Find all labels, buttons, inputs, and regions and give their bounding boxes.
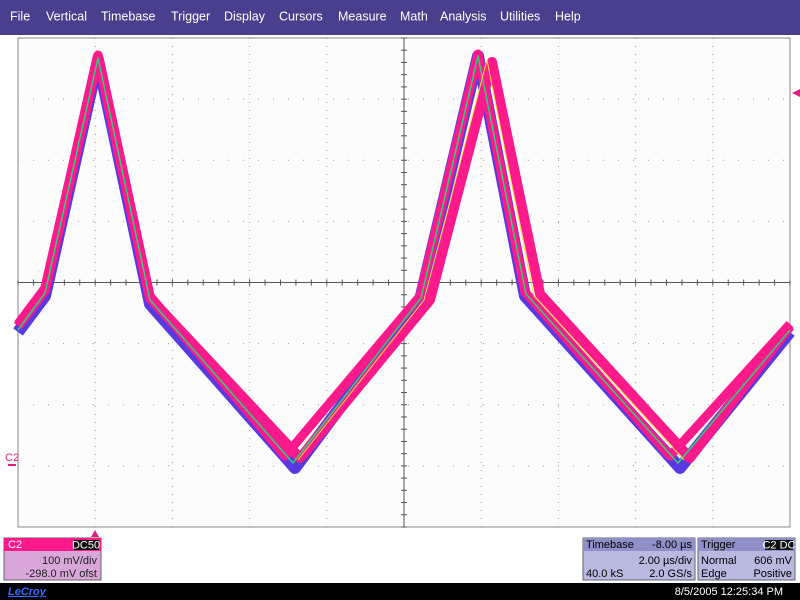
channel-offset: -298.0 mV ofst	[25, 568, 97, 580]
menu-item[interactable]: Display	[224, 9, 266, 23]
trigger-title: Trigger	[701, 539, 736, 551]
channel-box: C2 DC50 100 mV/div -298.0 mV ofst	[3, 537, 102, 581]
menu-item[interactable]: Measure	[338, 9, 387, 23]
channel-label: C2	[8, 539, 22, 551]
timestamp: 8/5/2005 12:25:34 PM	[675, 586, 783, 598]
menu-item[interactable]: Vertical	[46, 9, 87, 23]
timebase-title: Timebase	[586, 539, 634, 551]
waveforms	[13, 49, 795, 474]
menu-item[interactable]: Help	[555, 9, 581, 23]
menu-item[interactable]: Cursors	[279, 9, 323, 23]
timebase-delay: -8.00 µs	[652, 539, 692, 551]
trigger-position-marker	[91, 530, 99, 537]
menu-item[interactable]: Timebase	[101, 9, 155, 23]
trigger-level-marker	[792, 89, 800, 97]
menu-bar	[0, 0, 800, 35]
channel-coupling: DC50	[72, 539, 100, 551]
menu-item[interactable]: Trigger	[171, 9, 210, 23]
trigger-level: 606 mV	[754, 555, 793, 567]
trigger-mode: Normal	[701, 555, 736, 567]
brand-logo[interactable]: LeCroy	[8, 586, 47, 598]
ground-marker: C2	[5, 452, 19, 464]
trace-yellow	[297, 59, 685, 461]
trigger-box: Trigger C2 DC Normal 606 mV Edge Positiv…	[697, 537, 796, 581]
timebase-samples: 40.0 kS	[586, 568, 623, 580]
menu-item[interactable]: Analysis	[440, 9, 487, 23]
trigger-type: Edge	[701, 568, 727, 580]
menu-item[interactable]: Utilities	[500, 9, 540, 23]
timebase-scale: 2.00 µs/div	[639, 555, 693, 567]
timebase-rate: 2.0 GS/s	[649, 568, 692, 580]
status-bar	[0, 583, 800, 600]
menu-item[interactable]: Math	[400, 9, 428, 23]
trigger-slope: Positive	[753, 568, 792, 580]
trace-green	[17, 55, 791, 464]
trigger-source: C2 DC	[762, 539, 795, 551]
timebase-box: Timebase -8.00 µs 2.00 µs/div 40.0 kS 2.…	[582, 537, 696, 581]
menu-item[interactable]: File	[10, 9, 30, 23]
channel-scale: 100 mV/div	[42, 555, 98, 567]
